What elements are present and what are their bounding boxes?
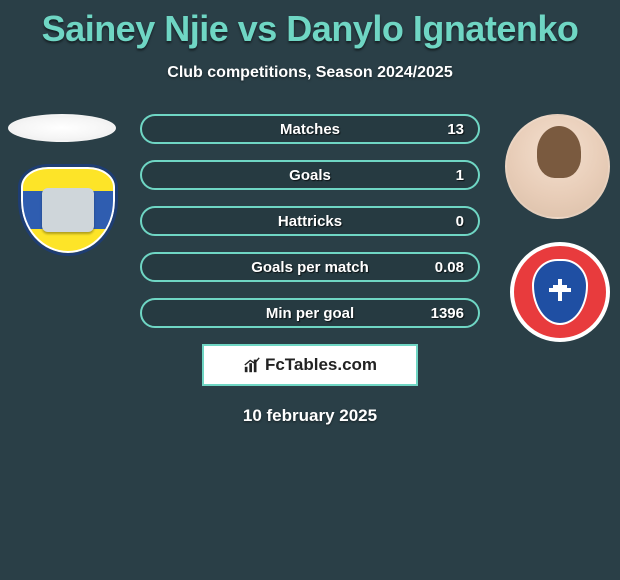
- stat-value-right: 1396: [431, 305, 464, 322]
- stat-label: Matches: [280, 121, 340, 138]
- stat-value-right: 0: [456, 213, 464, 230]
- stat-row-goals-per-match: Goals per match 0.08: [140, 252, 480, 282]
- stat-row-goals: Goals 1: [140, 160, 480, 190]
- stat-row-matches: Matches 13: [140, 114, 480, 144]
- stat-label: Goals per match: [251, 259, 369, 276]
- club-badge-left: [18, 164, 118, 256]
- brand-box: FcTables.com: [202, 344, 418, 386]
- stat-value-right: 13: [447, 121, 464, 138]
- subtitle: Club competitions, Season 2024/2025: [0, 64, 620, 82]
- stat-row-hattricks: Hattricks 0: [140, 206, 480, 236]
- page-title: Sainey Njie vs Danylo Ignatenko: [0, 0, 620, 50]
- chart-icon: [243, 356, 261, 374]
- stat-label: Min per goal: [266, 305, 354, 322]
- club-badge-right: [510, 242, 610, 342]
- brand-text: FcTables.com: [265, 355, 377, 375]
- stat-label: Goals: [289, 167, 331, 184]
- stats-area: Matches 13 Goals 1 Hattricks 0 Goals per…: [0, 114, 620, 426]
- date-line: 10 february 2025: [10, 406, 610, 426]
- player-left-photo: [8, 114, 116, 142]
- player-right-photo: [505, 114, 610, 219]
- stat-row-min-per-goal: Min per goal 1396: [140, 298, 480, 328]
- stat-rows: Matches 13 Goals 1 Hattricks 0 Goals per…: [140, 114, 480, 328]
- stat-value-right: 1: [456, 167, 464, 184]
- stat-label: Hattricks: [278, 213, 342, 230]
- stat-value-right: 0.08: [435, 259, 464, 276]
